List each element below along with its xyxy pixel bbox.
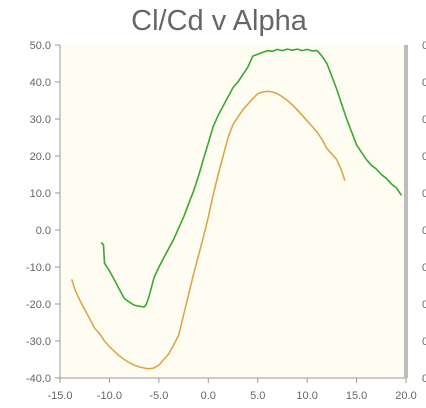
y-tick-label: 20.0 xyxy=(30,151,51,163)
right-axis-tick-label: 0 xyxy=(422,114,426,126)
chart-title: Cl/Cd v Alpha xyxy=(131,5,307,37)
right-axis-tick-label: 0 xyxy=(422,77,426,89)
right-axis-tick-label: 0 xyxy=(422,225,426,237)
series-group xyxy=(71,48,402,370)
x-tick-label: 15.0 xyxy=(346,390,367,402)
x-tick-label: 0.0 xyxy=(201,390,216,402)
y-tick-label: -40.0 xyxy=(26,373,51,385)
right-axis-tick-label: 0 xyxy=(422,262,426,274)
x-tick-label: -10.0 xyxy=(97,390,122,402)
y-tick-label: 40.0 xyxy=(30,77,51,89)
plot-background xyxy=(60,45,406,378)
y-tick-label: -30.0 xyxy=(26,336,51,348)
x-tick-label: -5.0 xyxy=(149,390,168,402)
y-tick-label: -20.0 xyxy=(26,299,51,311)
x-tick-label: 10.0 xyxy=(296,390,317,402)
x-axis-ticks: -15.0 -10.0 -5.0 0.0 5.0 10.0 15.0 20.0 xyxy=(47,378,417,402)
right-axis-ticks: 0 0 0 0 0 0 0 0 0 0 xyxy=(422,40,426,385)
y-axis-ticks: -40.0 -30.0 -20.0 -10.0 0.0 10.0 20.0 30.0 40.0 5… xyxy=(26,40,60,385)
right-axis-tick-label: 0 xyxy=(422,336,426,348)
y-tick-label: 0.0 xyxy=(36,225,51,237)
series-line-1 xyxy=(100,48,402,308)
x-tick-label: -15.0 xyxy=(47,390,72,402)
y-tick-label: 10.0 xyxy=(30,188,51,200)
right-axis-tick-label: 0 xyxy=(422,373,426,385)
right-axis-tick-label: 0 xyxy=(422,40,426,52)
series-line-2 xyxy=(71,90,346,370)
right-axis-tick-label: 0 xyxy=(422,188,426,200)
y-tick-label: 30.0 xyxy=(30,114,51,126)
right-axis-tick-label: 0 xyxy=(422,151,426,163)
x-tick-label: 5.0 xyxy=(250,390,265,402)
right-axis-tick-label: 0 xyxy=(422,299,426,311)
y-tick-label: -10.0 xyxy=(26,262,51,274)
y-tick-label: 50.0 xyxy=(30,40,51,52)
x-tick-label: 20.0 xyxy=(395,390,416,402)
